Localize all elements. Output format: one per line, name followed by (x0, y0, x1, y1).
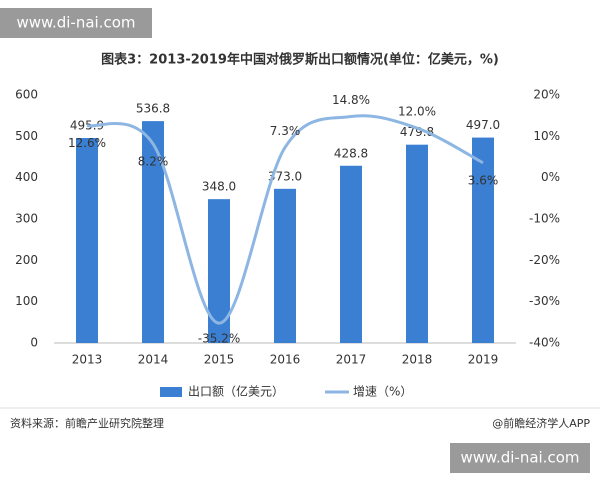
legend-label: 出口额（亿美元） (188, 384, 284, 399)
watermark-box (0, 8, 152, 38)
x-tick-label: 2016 (270, 353, 301, 367)
line-value-label: 12.6% (68, 136, 106, 150)
bar (274, 188, 296, 343)
y-tick-label: 500 (15, 129, 38, 143)
legend-label: 增速（%） (353, 385, 412, 399)
line-value-label: -35.2% (198, 332, 240, 346)
x-tick-label: 2017 (336, 353, 367, 367)
x-tick-label: 2019 (468, 353, 499, 367)
line-value-label: 8.2% (138, 154, 169, 168)
bar (142, 121, 164, 343)
y-tick-label: 300 (15, 212, 38, 226)
chart-title: 图表3：2013-2019年中国对俄罗斯出口额情况(单位：亿美元，%) (101, 52, 499, 68)
y-tick-label: 0 (30, 336, 38, 350)
bar-value-label: 536.8 (136, 102, 170, 116)
x-tick-label: 2014 (138, 353, 169, 367)
y2-tick-label: -20% (529, 253, 560, 267)
bar-value-label: 428.8 (334, 146, 368, 160)
legend-swatch (160, 387, 182, 397)
watermark: www.di-nai.com (461, 449, 580, 467)
line-value-label: 7.3% (270, 124, 301, 138)
bar (76, 138, 98, 343)
line (86, 114, 484, 325)
y-tick-label: 200 (15, 253, 38, 267)
y-tick-label: 600 (15, 88, 38, 102)
watermark-box (450, 443, 590, 473)
bar-value-label: 497.0 (466, 118, 500, 132)
y2-tick-label: -40% (529, 336, 560, 350)
bar-value-label: 495.9 (70, 119, 104, 133)
x-tick-label: 2013 (72, 353, 103, 367)
bar (472, 137, 494, 343)
y2-tick-label: 10% (533, 129, 560, 143)
source: 资料来源：前瞻产业研究院整理 (10, 416, 164, 430)
y-tick-label: 100 (15, 294, 38, 308)
bar (406, 144, 428, 343)
line-value-label: 3.6% (468, 173, 499, 187)
y2-tick-label: 0% (541, 170, 560, 184)
y2-tick-label: -10% (529, 212, 560, 226)
bar-value-label: 479.8 (400, 125, 434, 139)
line-value-label: 14.8% (332, 93, 370, 107)
y2-tick-label: 20% (533, 88, 560, 102)
x-tick-label: 2015 (204, 353, 235, 367)
watermark: www.di-nai.com (17, 14, 136, 32)
bar-value-label: 348.0 (202, 180, 236, 194)
y2-tick-label: -30% (529, 294, 560, 308)
credit: @前瞻经济学人APP (492, 416, 590, 430)
bar-value-label: 373.0 (268, 169, 302, 183)
bar (208, 199, 230, 343)
line-value-label: 12.0% (398, 105, 436, 119)
x-tick-label: 2018 (402, 353, 433, 367)
bar (340, 165, 362, 343)
y-tick-label: 400 (15, 170, 38, 184)
